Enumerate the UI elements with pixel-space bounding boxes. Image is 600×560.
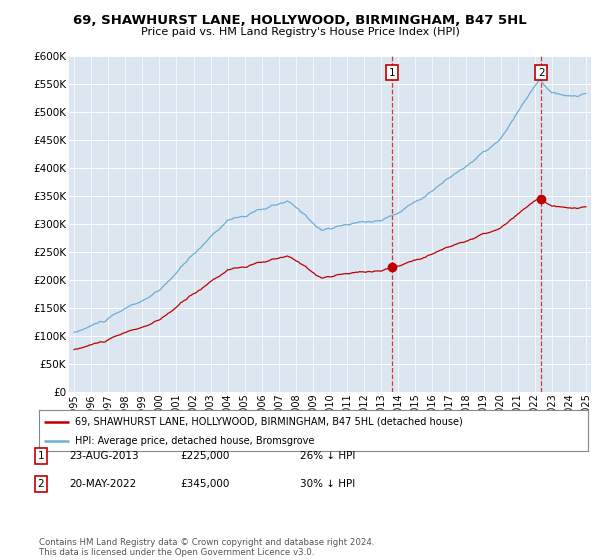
Text: 1: 1 (37, 451, 44, 461)
Text: 23-AUG-2013: 23-AUG-2013 (69, 451, 139, 461)
Text: 69, SHAWHURST LANE, HOLLYWOOD, BIRMINGHAM, B47 5HL (detached house): 69, SHAWHURST LANE, HOLLYWOOD, BIRMINGHA… (74, 417, 463, 427)
Text: 1: 1 (389, 68, 395, 78)
Text: Contains HM Land Registry data © Crown copyright and database right 2024.
This d: Contains HM Land Registry data © Crown c… (39, 538, 374, 557)
Text: 20-MAY-2022: 20-MAY-2022 (69, 479, 136, 489)
Text: 26% ↓ HPI: 26% ↓ HPI (300, 451, 355, 461)
Text: 2: 2 (538, 68, 545, 78)
Text: Price paid vs. HM Land Registry's House Price Index (HPI): Price paid vs. HM Land Registry's House … (140, 27, 460, 37)
Text: £345,000: £345,000 (180, 479, 229, 489)
Text: 69, SHAWHURST LANE, HOLLYWOOD, BIRMINGHAM, B47 5HL: 69, SHAWHURST LANE, HOLLYWOOD, BIRMINGHA… (73, 14, 527, 27)
Text: 30% ↓ HPI: 30% ↓ HPI (300, 479, 355, 489)
Text: HPI: Average price, detached house, Bromsgrove: HPI: Average price, detached house, Brom… (74, 436, 314, 446)
Text: 2: 2 (37, 479, 44, 489)
Text: £225,000: £225,000 (180, 451, 229, 461)
